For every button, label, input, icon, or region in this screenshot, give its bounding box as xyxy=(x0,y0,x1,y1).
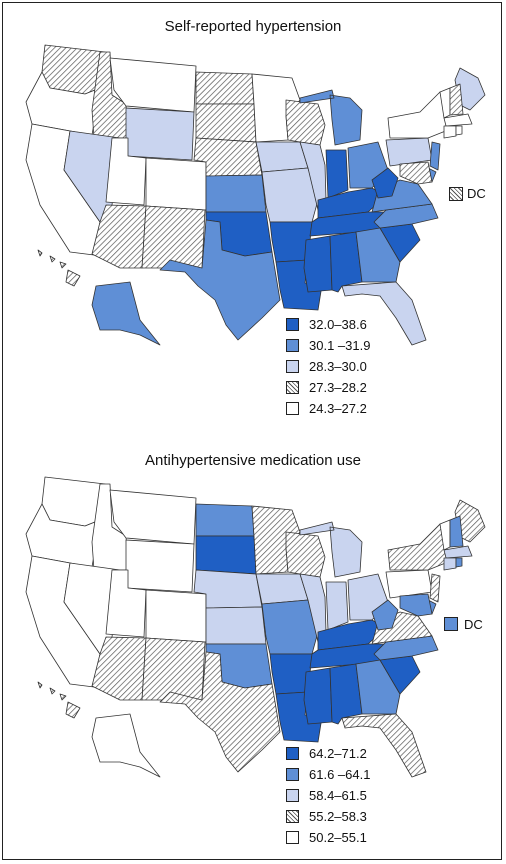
state-nh xyxy=(449,83,464,116)
state-ga xyxy=(355,227,401,283)
dc-label: DC xyxy=(467,186,486,201)
state-ms xyxy=(303,235,333,293)
state-mi xyxy=(299,89,363,146)
state-nd xyxy=(195,71,255,105)
legend-label: 30.1 –31.9 xyxy=(309,338,371,353)
state-ny xyxy=(387,91,449,139)
legend-item: 61.6 –64.1 xyxy=(286,764,370,785)
state-md xyxy=(399,161,433,185)
dc-swatch-medication xyxy=(444,617,458,631)
legend-item: 30.1 –31.9 xyxy=(286,335,370,356)
legend-swatch xyxy=(286,831,299,844)
legend-item: 27.3–28.2 xyxy=(286,377,370,398)
legend-label: 28.3–30.0 xyxy=(309,359,367,374)
legend-label: 27.3–28.2 xyxy=(309,380,367,395)
legend-swatch xyxy=(286,339,299,352)
legend-item: 28.3–30.0 xyxy=(286,356,370,377)
state-mt xyxy=(109,57,197,113)
legend-label: 24.3–27.2 xyxy=(309,401,367,416)
state-wy xyxy=(125,539,195,593)
legend-swatch xyxy=(286,360,299,373)
state-me xyxy=(454,67,486,111)
state-co xyxy=(145,589,207,643)
legend-item: 58.4–61.5 xyxy=(286,785,370,806)
state-wv xyxy=(371,167,399,199)
state-in xyxy=(325,149,349,199)
state-fl xyxy=(341,281,427,346)
state-ma xyxy=(443,113,473,127)
legend-item: 24.3–27.2 xyxy=(286,398,370,419)
state-md xyxy=(399,593,433,617)
state-ma xyxy=(443,545,473,559)
state-wi xyxy=(285,531,326,578)
legend-label: 32.0–38.6 xyxy=(309,317,367,332)
state-mi xyxy=(299,521,363,578)
state-ga xyxy=(355,659,401,715)
state-ks xyxy=(205,174,267,213)
map-hypertension xyxy=(25,44,486,346)
map-title-hypertension: Self-reported hypertension xyxy=(164,18,342,35)
state-pa xyxy=(385,569,433,599)
state-nm xyxy=(141,637,206,701)
legend-item: 55.2–58.3 xyxy=(286,806,370,827)
legend-swatch xyxy=(286,768,299,781)
state-hi xyxy=(37,249,81,287)
legend-label: 64.2–71.2 xyxy=(309,746,367,761)
legend-swatch xyxy=(286,318,299,331)
state-nd xyxy=(195,503,255,537)
legend-label: 50.2–55.1 xyxy=(309,830,367,845)
legend-swatch xyxy=(286,402,299,415)
state-nj xyxy=(429,573,441,603)
state-in xyxy=(325,581,349,631)
legend-item: 50.2–55.1 xyxy=(286,827,370,848)
state-sd xyxy=(195,103,257,143)
state-ct xyxy=(443,557,457,571)
state-wi xyxy=(285,99,326,146)
legend-swatch xyxy=(286,747,299,760)
state-nj xyxy=(429,141,441,171)
legend-swatch xyxy=(286,789,299,802)
state-ks xyxy=(205,606,267,645)
dc-label: DC xyxy=(464,617,483,632)
state-tx xyxy=(159,219,281,341)
state-ak xyxy=(91,281,161,346)
legend-swatch xyxy=(286,381,299,394)
state-hi xyxy=(37,681,81,719)
legend-hypertension: 32.0–38.6 30.1 –31.9 28.3–30.0 27.3–28.2 24.… xyxy=(286,314,370,419)
state-ia xyxy=(255,573,309,605)
state-ri xyxy=(455,125,463,136)
state-nm xyxy=(141,205,206,269)
legend-label: 61.6 –64.1 xyxy=(309,767,371,782)
state-tx xyxy=(159,651,281,773)
state-sd xyxy=(195,535,257,575)
state-ia xyxy=(255,141,309,173)
legend-swatch xyxy=(286,810,299,823)
state-ms xyxy=(303,667,333,725)
state-pa xyxy=(385,137,433,167)
legend-medication: 64.2–71.2 61.6 –64.1 58.4–61.5 55.2–58.3 50.… xyxy=(286,743,370,848)
state-wy xyxy=(125,107,195,161)
state-ct xyxy=(443,125,457,139)
state-wv xyxy=(371,599,399,631)
state-co xyxy=(145,157,207,211)
legend-item: 32.0–38.6 xyxy=(286,314,370,335)
legend-label: 55.2–58.3 xyxy=(309,809,367,824)
map-medication xyxy=(25,476,486,778)
state-me xyxy=(454,499,486,543)
state-ri xyxy=(455,557,463,568)
legend-item: 64.2–71.2 xyxy=(286,743,370,764)
state-nh xyxy=(449,515,464,548)
dc-swatch-hypertension xyxy=(449,187,463,201)
state-ak xyxy=(91,713,161,778)
legend-label: 58.4–61.5 xyxy=(309,788,367,803)
state-mt xyxy=(109,489,197,545)
state-ny xyxy=(387,523,449,571)
map-title-medication: Antihypertensive medication use xyxy=(145,452,361,469)
state-fl xyxy=(341,713,427,778)
